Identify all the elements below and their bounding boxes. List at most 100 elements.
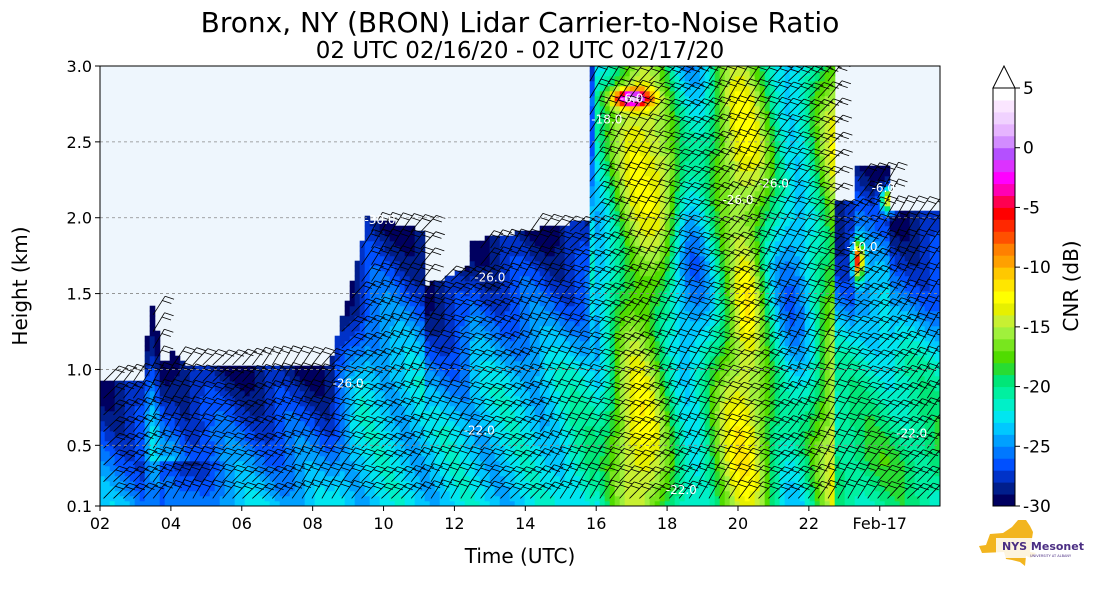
cnr-cell: [399, 500, 406, 506]
cnr-cell: [629, 70, 636, 77]
cnr-cell: [114, 420, 121, 427]
cnr-cell: [629, 230, 636, 237]
cnr-cell: [414, 500, 421, 506]
cnr-cell: [164, 445, 171, 452]
cnr-cell: [274, 420, 281, 427]
cnr-cell: [569, 470, 576, 477]
cnr-cell: [619, 310, 626, 317]
cnr-cell: [424, 475, 431, 482]
cnr-cell: [369, 490, 376, 497]
cnr-cell: [524, 255, 531, 262]
cnr-cell: [499, 310, 506, 317]
cnr-cell: [514, 500, 521, 506]
cnr-cell: [174, 440, 181, 447]
cnr-cell: [599, 220, 606, 227]
cnr-cell: [624, 475, 631, 482]
cnr-cell: [239, 380, 246, 387]
cnr-cell: [544, 340, 551, 347]
cnr-cell: [309, 480, 316, 487]
cnr-cell: [424, 410, 431, 417]
cnr-cell: [424, 295, 431, 302]
cnr-cell: [379, 325, 386, 332]
cnr-cell: [629, 445, 636, 452]
cnr-cell: [614, 75, 621, 82]
cnr-cell: [214, 420, 221, 427]
cnr-cell: [484, 240, 491, 247]
cnr-cell: [374, 245, 381, 252]
cnr-cell: [619, 225, 626, 232]
cnr-cell: [379, 425, 386, 432]
cnr-cell: [284, 400, 291, 407]
cnr-cell: [419, 470, 426, 477]
cnr-cell: [274, 485, 281, 492]
cnr-cell: [579, 320, 586, 327]
cnr-cell: [279, 485, 286, 492]
cnr-cell: [454, 430, 461, 437]
cnr-cell: [619, 115, 626, 122]
cnr-cell: [409, 285, 416, 292]
cnr-cell: [624, 415, 631, 422]
cnr-cell: [204, 480, 211, 487]
cnr-cell: [564, 375, 571, 382]
cnr-cell: [414, 340, 421, 347]
cnr-cell: [299, 420, 306, 427]
cnr-cell: [324, 475, 331, 482]
cnr-cell: [379, 490, 386, 497]
cnr-cell: [639, 420, 646, 427]
cnr-cell: [314, 415, 321, 422]
cnr-cell: [139, 475, 146, 482]
cnr-cell: [389, 245, 396, 252]
cnr-cell: [599, 210, 606, 217]
cnr-cell: [344, 360, 351, 367]
cnr-cell: [294, 365, 301, 372]
cnr-cell: [239, 495, 246, 502]
cnr-cell: [574, 305, 581, 312]
cnr-cell: [524, 405, 531, 412]
cnr-cell: [354, 420, 361, 427]
cnr-cell: [234, 370, 241, 377]
cnr-cell: [589, 260, 596, 267]
cnr-cell: [609, 390, 616, 397]
cnr-cell: [434, 280, 441, 287]
cnr-cell: [584, 480, 591, 487]
cnr-cell: [359, 405, 366, 412]
cnr-cell: [404, 345, 411, 352]
cnr-cell: [544, 330, 551, 337]
cnr-cell: [629, 490, 636, 497]
cnr-cell: [589, 345, 596, 352]
cnr-cell: [104, 400, 111, 407]
cnr-cell: [299, 395, 306, 402]
cnr-cell: [249, 425, 256, 432]
cnr-cell: [344, 325, 351, 332]
cnr-cell: [174, 400, 181, 407]
cnr-cell: [484, 385, 491, 392]
cnr-cell: [404, 285, 411, 292]
cnr-cell: [379, 390, 386, 397]
cnr-cell: [364, 305, 371, 312]
cnr-cell: [419, 290, 426, 297]
cnr-cell: [284, 470, 291, 477]
cnr-cell: [434, 380, 441, 387]
cnr-cell: [624, 425, 631, 432]
cnr-cell: [249, 500, 256, 506]
cnr-cell: [539, 400, 546, 407]
cnr-cell: [544, 410, 551, 417]
cnr-cell: [564, 275, 571, 282]
cnr-cell: [604, 350, 611, 357]
cnr-cell: [349, 375, 356, 382]
cnr-cell: [414, 465, 421, 472]
cnr-cell: [164, 490, 171, 497]
cnr-cell: [394, 450, 401, 457]
cnr-cell: [109, 470, 116, 477]
cnr-cell: [179, 495, 186, 502]
cnr-cell: [644, 365, 651, 372]
cnr-cell: [384, 450, 391, 457]
cnr-cell: [364, 335, 371, 342]
cnr-cell: [449, 305, 456, 312]
cnr-cell: [529, 230, 536, 237]
cnr-cell: [474, 300, 481, 307]
cnr-cell: [264, 475, 271, 482]
cnr-cell: [559, 445, 566, 452]
cnr-cell: [204, 365, 211, 372]
cnr-cell: [569, 240, 576, 247]
